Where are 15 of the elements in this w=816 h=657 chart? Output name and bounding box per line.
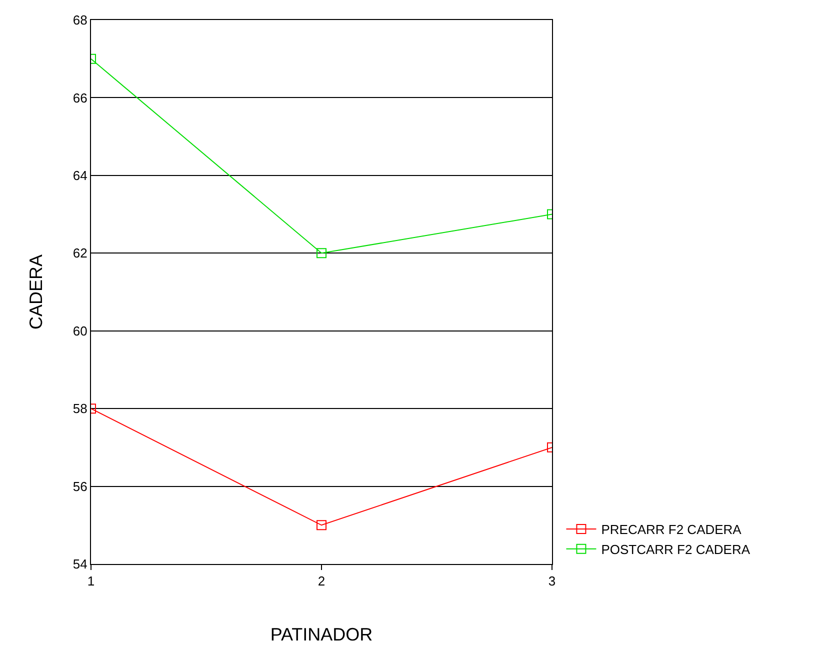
y-tick-label: 56 bbox=[72, 478, 88, 494]
x-tick-label: 1 bbox=[87, 574, 95, 589]
y-tick-label: 54 bbox=[72, 556, 88, 572]
x-tick-label: 2 bbox=[318, 574, 326, 589]
y-tick-label: 60 bbox=[72, 323, 88, 338]
y-tick-label: 58 bbox=[72, 401, 88, 416]
y-tick-label: 68 bbox=[72, 12, 88, 28]
y-axis-title: CADERA bbox=[26, 254, 46, 330]
y-tick-label: 64 bbox=[72, 168, 88, 183]
y-tick-label: 66 bbox=[72, 90, 88, 106]
legend-label: PRECARR F2 CADERA bbox=[601, 522, 742, 538]
y-tick-label: 62 bbox=[72, 246, 88, 261]
legend-label: POSTCARR F2 CADERA bbox=[601, 542, 750, 557]
x-axis-title: PATINADOR bbox=[270, 624, 373, 645]
x-tick-label: 3 bbox=[548, 574, 556, 589]
